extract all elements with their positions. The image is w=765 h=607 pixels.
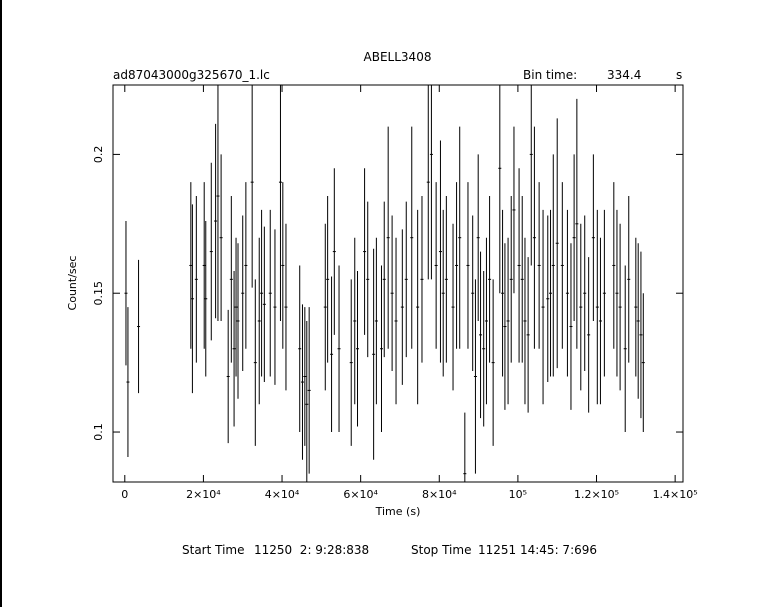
chart-title: ABELL3408 bbox=[363, 50, 432, 64]
bin-time-value: 334.4 bbox=[607, 68, 642, 82]
x-tick-label: 8×10⁴ bbox=[422, 488, 457, 501]
y-tick-label: 0.1 bbox=[92, 423, 105, 441]
x-tick-label: 10⁵ bbox=[509, 488, 527, 501]
start-time-value: 11250 2: 9:28:838 bbox=[254, 543, 370, 557]
x-tick-label: 2×10⁴ bbox=[186, 488, 221, 501]
start-time-label: Start Time bbox=[182, 543, 245, 557]
x-tick-label: 1.2×10⁵ bbox=[574, 488, 619, 501]
bin-time-label: Bin time: bbox=[523, 68, 578, 82]
stop-time-value: 11251 14:45: 7:696 bbox=[478, 543, 598, 557]
window-left-border bbox=[0, 0, 2, 607]
y-tick-label: 0.15 bbox=[92, 281, 105, 306]
file-name: ad87043000g325670_1.lc bbox=[113, 68, 270, 82]
y-axis-label: Count/sec bbox=[66, 256, 79, 311]
y-tick-label: 0.2 bbox=[92, 146, 105, 164]
plot-frame bbox=[112, 84, 684, 483]
x-tick-label: 4×10⁴ bbox=[265, 488, 300, 501]
x-axis-ticks: 0 2×10⁴ 4×10⁴ 6×10⁴ 8×10⁴ 10⁵ 1.2×10⁵ 1.4×10⁵ bbox=[121, 85, 698, 501]
x-tick-label: 6×10⁴ bbox=[343, 488, 378, 501]
stop-time-label: Stop Time bbox=[411, 543, 472, 557]
x-tick-label: 0 bbox=[121, 488, 128, 501]
y-axis-ticks: 0.1 0.15 0.2 bbox=[92, 146, 683, 441]
x-axis-label: Time (s) bbox=[375, 505, 421, 518]
data-points bbox=[124, 85, 645, 482]
x-tick-label: 1.4×10⁵ bbox=[653, 488, 698, 501]
bin-time-unit: s bbox=[676, 68, 683, 82]
